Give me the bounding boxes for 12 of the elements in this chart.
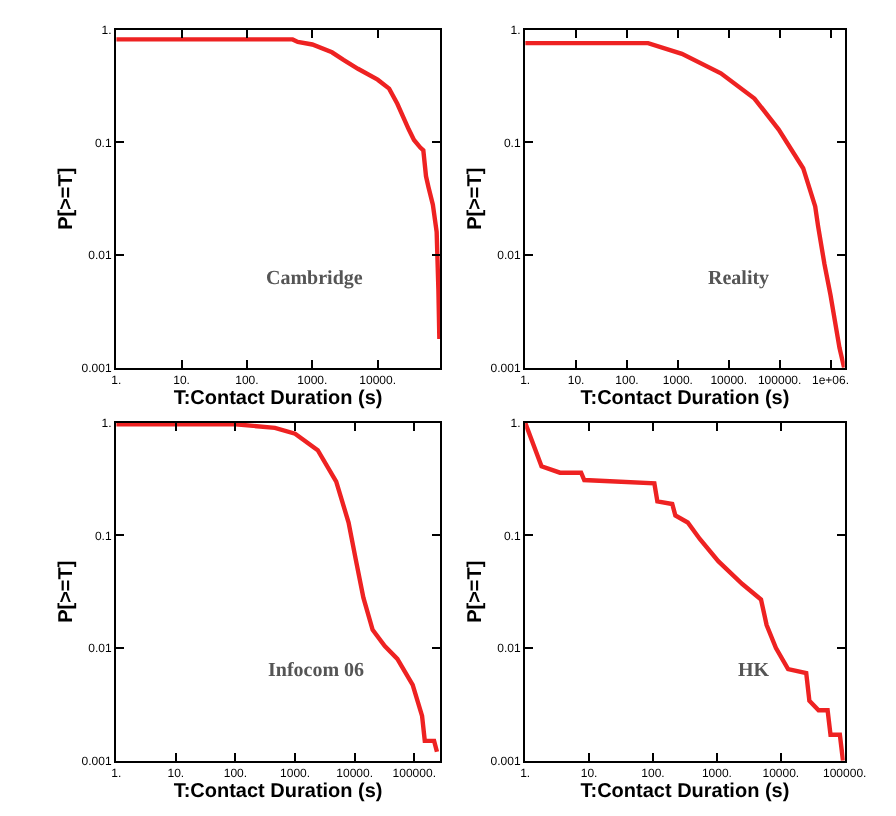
y-axis-title: P[>=T] bbox=[464, 560, 487, 623]
y-axis-title: P[>=T] bbox=[464, 167, 487, 230]
x-axis-title: T:Contact Duration (s) bbox=[173, 388, 383, 411]
y-axis-title: P[>=T] bbox=[55, 167, 78, 230]
x-axis-title: T:Contact Duration (s) bbox=[173, 781, 383, 804]
annotation: Cambridge bbox=[266, 268, 364, 290]
x-axis-title: T:Contact Duration (s) bbox=[580, 781, 790, 804]
annotation: HK bbox=[738, 660, 770, 682]
y-axis-title: P[>=T] bbox=[55, 560, 78, 623]
annotation: Infocom 06 bbox=[268, 660, 365, 682]
x-axis-title: T:Contact Duration (s) bbox=[580, 388, 790, 411]
annotation: Reality bbox=[708, 268, 770, 290]
